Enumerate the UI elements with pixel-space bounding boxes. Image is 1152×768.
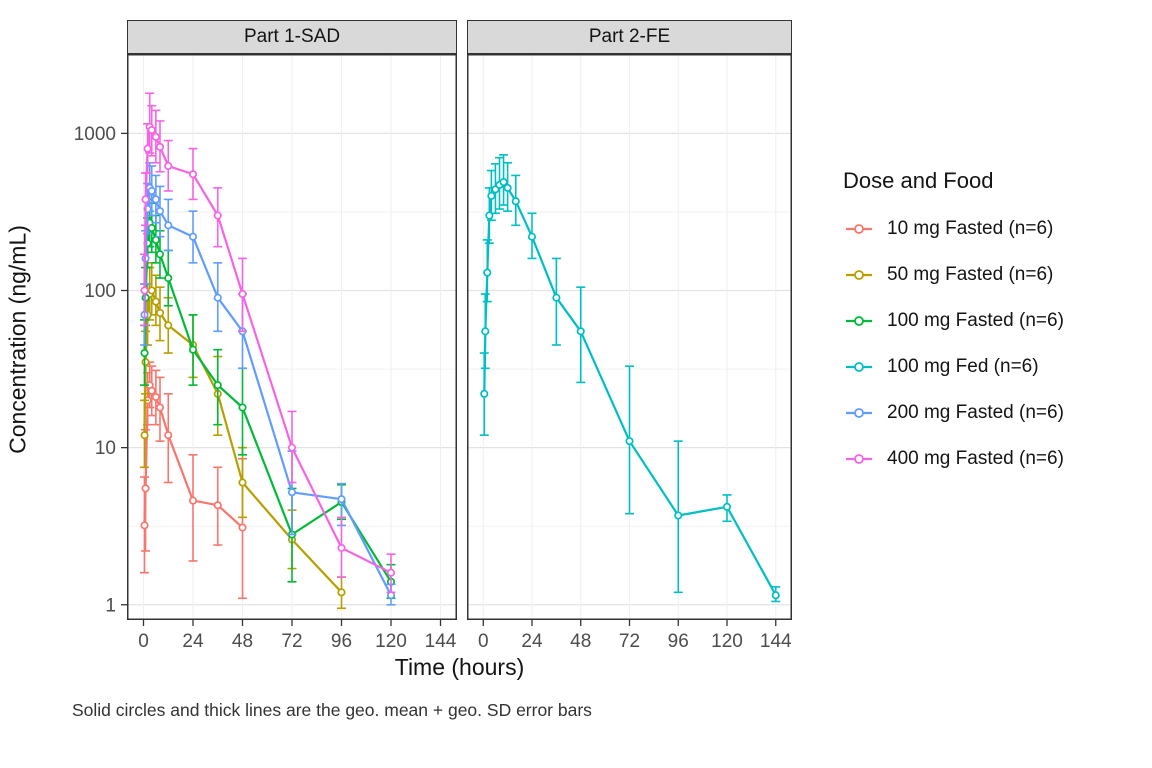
legend-key-icon [846, 316, 872, 326]
facet-panel-part2-fe: 0 24 48 72 96 120 144 [467, 54, 792, 652]
facet-title-part1-sad: Part 1-SAD [243, 26, 341, 47]
legend-item: 100 mg Fasted (n=6) [843, 310, 1064, 332]
svg-text:48: 48 [232, 631, 253, 652]
svg-text:120: 120 [711, 631, 743, 652]
y-axis-title: Concentration (ng/mL) [4, 225, 31, 454]
facet-strip-part1-sad: Part 1-SAD [127, 20, 457, 54]
legend-key-icon [846, 454, 872, 464]
svg-text:10: 10 [95, 438, 116, 459]
svg-text:1000: 1000 [74, 124, 116, 145]
legend-item: 200 mg Fasted (n=6) [843, 402, 1064, 424]
legend-key-icon [846, 224, 872, 234]
legend-item: 100 mg Fed (n=6) [843, 356, 1064, 378]
legend-item-label: 100 mg Fasted (n=6) [887, 310, 1064, 331]
svg-text:24: 24 [182, 631, 204, 652]
svg-text:0: 0 [478, 631, 489, 652]
legend-key-icon [846, 270, 872, 280]
x-axis-title: Time (hours) [394, 654, 525, 680]
legend-item-label: 10 mg Fasted (n=6) [887, 218, 1054, 239]
svg-text:48: 48 [570, 631, 591, 652]
facet-title-part2-fe: Part 2-FE [588, 26, 671, 47]
svg-text:72: 72 [281, 631, 302, 652]
svg-text:96: 96 [331, 631, 352, 652]
svg-text:144: 144 [760, 631, 792, 652]
svg-text:120: 120 [375, 631, 407, 652]
facet-panel-part1-sad: 0 24 48 72 96 120 144 1 10 100 1000 [74, 54, 457, 652]
svg-text:96: 96 [668, 631, 689, 652]
legend-title: Dose and Food [843, 168, 994, 193]
legend-item: 400 mg Fasted (n=6) [843, 448, 1064, 470]
svg-text:24: 24 [521, 631, 543, 652]
pk-plot-panel-2: 0 24 48 72 96 120 144 [467, 54, 792, 652]
svg-text:0: 0 [138, 631, 149, 652]
svg-text:100: 100 [84, 281, 116, 302]
legend: Dose and Food 10 mg Fasted (n=6) 50 mg Fa… [843, 168, 1064, 494]
legend-item: 10 mg Fasted (n=6) [843, 218, 1064, 240]
svg-text:144: 144 [425, 631, 457, 652]
figure-caption: Solid circles and thick lines are the ge… [72, 700, 592, 720]
legend-item-label: 100 mg Fed (n=6) [887, 356, 1039, 377]
legend-key-icon [846, 362, 872, 372]
legend-item-label: 200 mg Fasted (n=6) [887, 402, 1064, 423]
svg-text:72: 72 [619, 631, 640, 652]
legend-item: 50 mg Fasted (n=6) [843, 264, 1064, 286]
legend-item-label: 400 mg Fasted (n=6) [887, 448, 1064, 469]
legend-key-icon [846, 408, 872, 418]
pk-plot-panel-1: 0 24 48 72 96 120 144 1 10 100 1000 [74, 54, 457, 652]
svg-text:1: 1 [105, 595, 116, 616]
legend-item-label: 50 mg Fasted (n=6) [887, 264, 1054, 285]
legend-items: 10 mg Fasted (n=6) 50 mg Fasted (n=6) 100 … [843, 218, 1064, 470]
facet-strip-part2-fe: Part 2-FE [467, 20, 792, 54]
